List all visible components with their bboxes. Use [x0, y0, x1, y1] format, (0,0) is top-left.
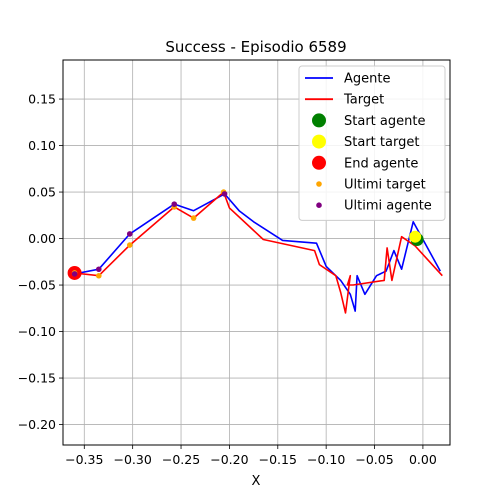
x-tick-label: −0.35: [65, 452, 103, 467]
y-tick-label: 0.05: [28, 185, 56, 200]
ultimi-agente-point: [221, 191, 228, 197]
x-tick-label: 0.00: [409, 452, 437, 467]
x-tick-label: −0.25: [162, 452, 200, 467]
legend: Agente Target Start agente Start target End …: [298, 65, 446, 221]
legend-label-ultimi-target: Ultimi target: [344, 178, 426, 193]
ultimi-target-point: [190, 215, 197, 221]
y-tick-label: −0.15: [18, 371, 56, 386]
plot-frame: [62, 59, 451, 446]
x-tick-label: −0.05: [355, 452, 393, 467]
x-tick-label: −0.20: [210, 452, 248, 467]
y-tick-label: 0.15: [28, 92, 56, 107]
x-tick-label: −0.15: [259, 452, 297, 467]
legend-swatch-end-agente: [312, 155, 326, 170]
x-axis-label: X: [252, 474, 261, 489]
legend-label-agente: Agente: [344, 72, 390, 87]
x-tick-label: −0.10: [307, 452, 345, 467]
y-tick-label: −0.20: [18, 417, 56, 432]
legend-swatch-ultimi-agente: [316, 202, 322, 208]
y-tick-label: −0.05: [18, 278, 56, 293]
legend-label-target: Target: [343, 93, 384, 108]
legend-swatch-ultimi-target: [316, 181, 322, 187]
legend-label-start-agente: Start agente: [344, 114, 425, 129]
y-axis: 0.15 0.10 0.05 0.00 −0.05 −0.10 −0.15 −0.20: [18, 92, 63, 432]
legend-label-start-target: Start target: [344, 135, 419, 150]
target-line: [74, 191, 443, 314]
legend-swatch-start-agente: [312, 113, 326, 128]
y-tick-label: 0.10: [28, 138, 56, 153]
y-tick-label: −0.10: [18, 324, 56, 339]
ultimi-agente-point: [171, 201, 178, 207]
ultimi-agente-point: [126, 231, 133, 237]
x-tick-label: −0.30: [114, 452, 152, 467]
ultimi-target-point: [95, 272, 102, 279]
y-tick-label: 0.00: [28, 231, 56, 246]
x-axis: −0.35 −0.30 −0.25 −0.20 −0.15 −0.10 −0.05 0.00: [65, 445, 437, 467]
ultimi-agente-point: [95, 266, 102, 273]
legend-label-end-agente: End agente: [344, 156, 418, 171]
legend-label-ultimi-agente: Ultimi agente: [344, 199, 432, 214]
ultimi-target-point: [126, 242, 133, 248]
plot-content: [67, 189, 443, 314]
chart-title: Success - Episodio 6589: [165, 38, 346, 56]
start-target-point: [409, 230, 422, 243]
ultimi-agente-point: [71, 271, 78, 277]
legend-swatch-start-target: [312, 134, 326, 149]
legend-box: [298, 65, 446, 221]
